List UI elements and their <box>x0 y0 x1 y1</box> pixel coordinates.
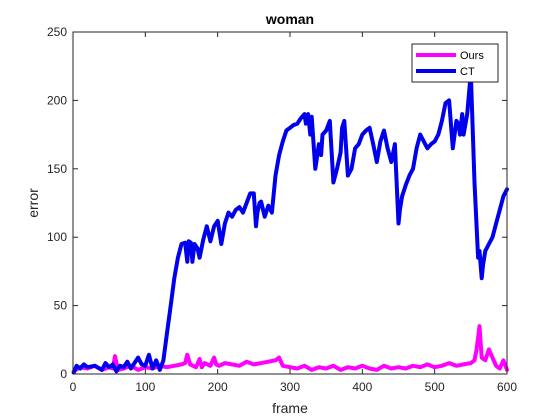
x-tick-label: 200 <box>208 380 228 394</box>
x-tick-label: 100 <box>135 380 155 394</box>
ticks-layer: 0 100 200 300 400 500 600 0 50 100 150 200 250 <box>47 25 517 394</box>
series-line-ours <box>71 324 509 374</box>
y-tick-label: 100 <box>47 230 67 244</box>
plot-area <box>73 32 507 374</box>
series-layer <box>71 71 509 375</box>
legend: Ours CT <box>411 43 499 83</box>
y-tick-label: 50 <box>54 299 68 313</box>
x-tick-label: 500 <box>425 380 445 394</box>
y-axis-title: error <box>25 188 41 218</box>
legend-label-ct: CT <box>460 66 475 78</box>
y-tick-label: 150 <box>47 162 67 176</box>
y-tick-label: 250 <box>47 25 67 39</box>
legend-label-ours: Ours <box>460 50 484 62</box>
y-tick-label: 0 <box>60 367 67 381</box>
x-tick-label: 400 <box>352 380 372 394</box>
y-tick-label: 200 <box>47 93 67 107</box>
x-tick-label: 600 <box>497 380 517 394</box>
chart-title: woman <box>265 11 314 27</box>
legend-box <box>411 43 499 83</box>
x-tick-label: 300 <box>280 380 300 394</box>
x-tick-label: 0 <box>70 380 77 394</box>
series-line-ct <box>71 71 509 375</box>
x-axis-title: frame <box>272 400 308 416</box>
